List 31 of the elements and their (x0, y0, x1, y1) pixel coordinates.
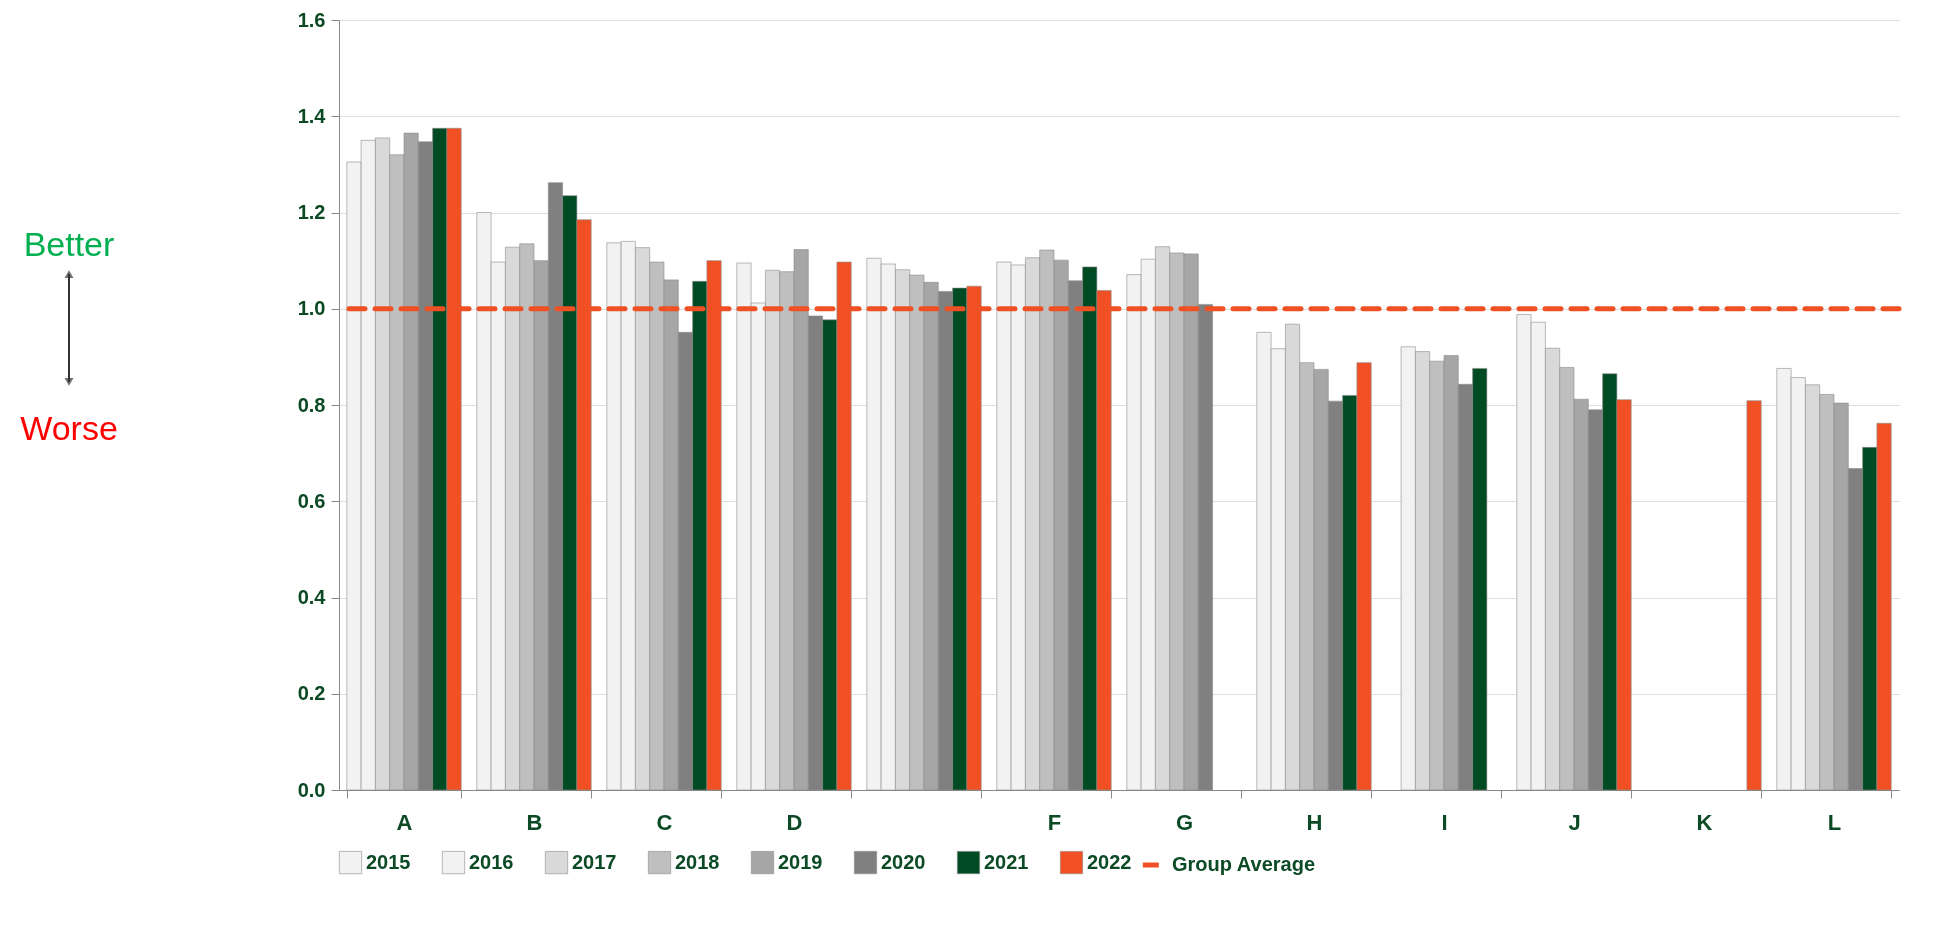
y-tick-label: 1.0 (297, 297, 326, 320)
legend-label: 2015 (366, 850, 411, 873)
y-tick-label: 0.4 (297, 586, 327, 608)
legend-label: 2016 (469, 850, 514, 873)
x-tick-label: C (656, 809, 673, 835)
legend-label: 2021 (984, 850, 1029, 873)
y-tick-label: 0.0 (297, 778, 326, 801)
x-tick-label: K (1696, 809, 1713, 835)
y-tick-label: 0.2 (297, 682, 326, 705)
text: Worse (20, 409, 118, 448)
x-tick-label: G (1175, 809, 1194, 835)
y-tick-label: 1.2 (297, 201, 326, 223)
x-tick-label: B (526, 809, 543, 835)
y-tick-label: 1.4 (297, 104, 327, 127)
legend-label: 2018 (675, 850, 720, 873)
x-tick-label: J (1568, 809, 1581, 835)
x-tick-label: H (1306, 809, 1323, 835)
y-tick-label: 0.8 (297, 393, 326, 416)
x-tick-label: I (1441, 809, 1448, 835)
x-tick-label: L (1827, 809, 1842, 835)
legend-label: Group Average (1172, 853, 1315, 875)
x-tick-label: D (786, 809, 803, 835)
legend-label: 2017 (572, 850, 617, 873)
legend-label: 2019 (778, 850, 823, 873)
x-tick-label: A (396, 809, 413, 835)
text: Better (23, 224, 115, 263)
legend-label: 2020 (881, 850, 926, 873)
y-tick-label: 1.6 (297, 8, 326, 31)
y-tick-label: 0.6 (297, 489, 326, 512)
x-tick-label: F (1047, 809, 1062, 835)
legend-label: 2022 (1087, 850, 1132, 873)
